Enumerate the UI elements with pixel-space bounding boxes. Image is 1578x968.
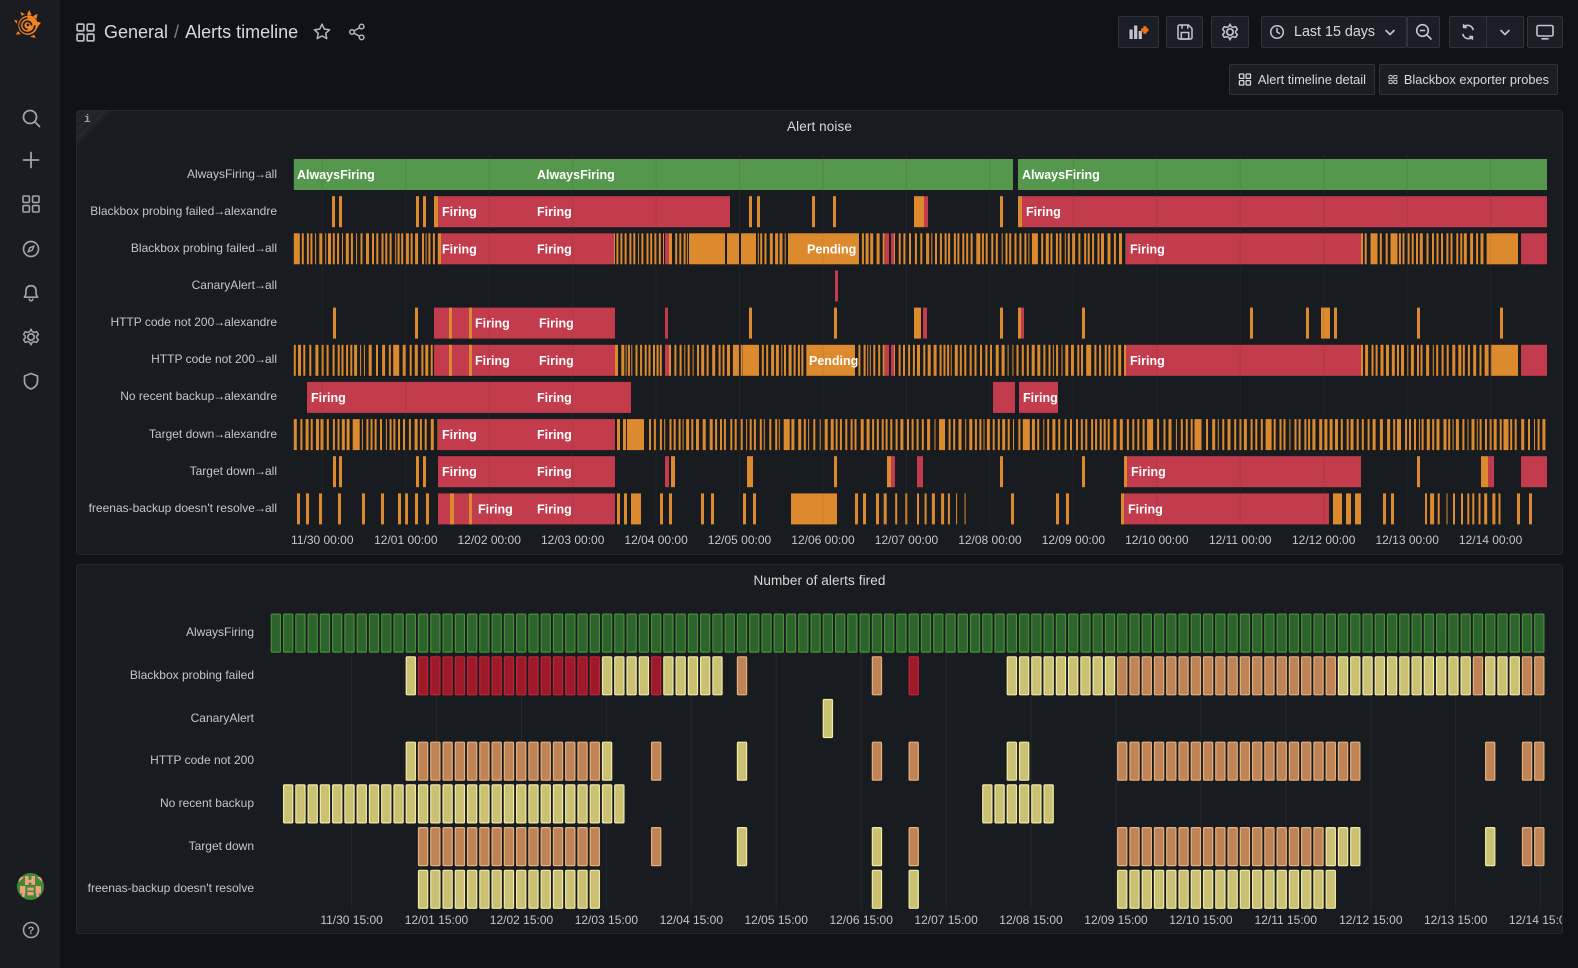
svg-text:Firing: Firing [537,502,572,516]
svg-text:Firing: Firing [311,391,346,405]
svg-text:Firing: Firing [442,242,477,256]
svg-text:Firing: Firing [537,428,572,442]
svg-text:Firing: Firing [1130,242,1165,256]
svg-text:Firing: Firing [1023,391,1058,405]
svg-text:Firing: Firing [1026,205,1061,219]
svg-text:Firing: Firing [537,205,572,219]
svg-text:Firing: Firing [1131,465,1166,479]
svg-text:12/04 15:00: 12/04 15:00 [660,913,724,927]
svg-text:12/04 00:00: 12/04 00:00 [624,533,688,547]
svg-text:Firing: Firing [539,354,574,368]
svg-text:Firing: Firing [475,354,510,368]
svg-text:Pending: Pending [809,354,858,368]
svg-text:12/01 00:00: 12/01 00:00 [374,533,438,547]
svg-text:Firing: Firing [1130,354,1165,368]
svg-text:12/06 00:00: 12/06 00:00 [791,533,855,547]
svg-text:11/30 00:00: 11/30 00:00 [291,533,354,547]
svg-text:Firing: Firing [475,317,510,331]
svg-text:Firing: Firing [537,391,572,405]
svg-text:12/09 15:00: 12/09 15:00 [1084,913,1148,927]
svg-text:Pending: Pending [807,242,856,256]
svg-text:12/01 15:00: 12/01 15:00 [405,913,469,927]
svg-text:11/30 15:00: 11/30 15:00 [320,913,383,927]
svg-text:12/07 15:00: 12/07 15:00 [914,913,978,927]
svg-text:12/02 00:00: 12/02 00:00 [457,533,521,547]
svg-text:AlwaysFiring: AlwaysFiring [1022,168,1100,182]
svg-text:12/13 15:00: 12/13 15:00 [1424,913,1488,927]
svg-text:12/08 00:00: 12/08 00:00 [958,533,1022,547]
svg-text:12/05 00:00: 12/05 00:00 [708,533,772,547]
svg-text:12/12 00:00: 12/12 00:00 [1292,533,1356,547]
svg-text:Firing: Firing [442,428,477,442]
svg-text:?: ? [28,925,35,937]
svg-text:12/03 15:00: 12/03 15:00 [575,913,639,927]
svg-text:Firing: Firing [537,465,572,479]
svg-text:AlwaysFiring: AlwaysFiring [537,168,615,182]
svg-text:Firing: Firing [539,317,574,331]
svg-text:12/14 00:00: 12/14 00:00 [1459,533,1523,547]
svg-text:Firing: Firing [537,242,572,256]
svg-text:12/13 00:00: 12/13 00:00 [1375,533,1439,547]
svg-text:12/08 15:00: 12/08 15:00 [999,913,1063,927]
svg-text:12/07 00:00: 12/07 00:00 [875,533,939,547]
svg-text:12/12 15:00: 12/12 15:00 [1339,913,1403,927]
svg-text:12/11 00:00: 12/11 00:00 [1209,533,1272,547]
svg-text:12/02 15:00: 12/02 15:00 [490,913,554,927]
svg-text:Firing: Firing [442,465,477,479]
svg-text:12/03 00:00: 12/03 00:00 [541,533,605,547]
svg-text:AlwaysFiring: AlwaysFiring [297,168,375,182]
svg-text:12/11 15:00: 12/11 15:00 [1255,913,1318,927]
svg-text:12/06 15:00: 12/06 15:00 [829,913,893,927]
svg-text:Firing: Firing [1128,502,1163,516]
svg-text:12/10 15:00: 12/10 15:00 [1169,913,1233,927]
svg-text:Firing: Firing [478,502,513,516]
svg-text:12/05 15:00: 12/05 15:00 [744,913,808,927]
svg-text:12/10 00:00: 12/10 00:00 [1125,533,1189,547]
svg-text:12/14 15:00: 12/14 15:00 [1509,913,1563,927]
svg-text:12/09 00:00: 12/09 00:00 [1042,533,1106,547]
svg-text:Firing: Firing [442,205,477,219]
